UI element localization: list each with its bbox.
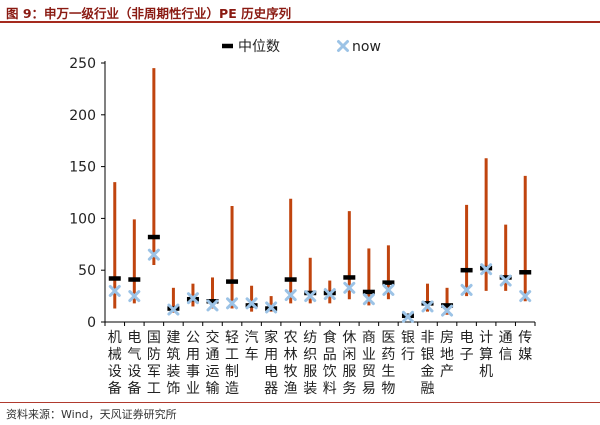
y-tick-label: 200	[69, 108, 96, 124]
now-marker	[147, 248, 160, 261]
now-marker	[499, 274, 512, 287]
category-label: 轻工制造	[225, 330, 239, 397]
category-label: 电子	[460, 330, 474, 363]
chart-legend: 中位数 now	[222, 39, 381, 55]
y-tick-label: 0	[87, 315, 96, 331]
now-marker	[304, 290, 317, 303]
pe-range-chart: 中位数 now 0 50 100 150 200 250 机械设备电气设备国防军工建筑装饰公…	[69, 39, 536, 397]
category-label: 医药生物	[381, 330, 395, 397]
now-marker	[206, 299, 219, 312]
legend-median-label: 中位数	[238, 39, 280, 55]
figure-title: 图 9：申万一级行业（非周期性行业）PE 历史序列	[6, 6, 292, 21]
now-marker	[421, 300, 434, 313]
category-label: 建筑装饰	[166, 330, 180, 397]
category-label: 非银金融	[421, 330, 435, 397]
category-label: 国防军工	[147, 330, 161, 397]
figure-header: 图 9：申万一级行业（非周期性行业）PE 历史序列	[0, 0, 600, 23]
category-label: 纺织服装	[303, 330, 317, 397]
category-label: 传媒	[518, 330, 532, 363]
now-marker	[265, 301, 278, 314]
category-label: 农林牧渔	[284, 330, 298, 397]
category-label: 银行	[401, 330, 415, 363]
category-label: 商业贸易	[362, 330, 376, 397]
footer-divider	[0, 402, 600, 403]
category-label: 交通运输	[206, 329, 220, 397]
now-marker	[343, 281, 356, 294]
now-marker	[284, 289, 297, 302]
now-marker	[519, 290, 532, 303]
category-label: 电气设备	[127, 330, 141, 397]
category-label: 休闲服务	[342, 330, 356, 397]
legend-now-swatch	[337, 40, 349, 52]
category-label: 房地产	[440, 330, 454, 380]
now-marker	[108, 284, 121, 297]
now-marker	[128, 290, 141, 303]
now-marker	[401, 310, 414, 323]
now-marker	[323, 288, 336, 301]
header-divider	[0, 21, 600, 23]
y-axis: 0 50 100 150 200 250	[69, 56, 106, 331]
now-marker	[460, 283, 473, 296]
now-marker	[167, 303, 180, 316]
category-label: 家用电器	[264, 329, 278, 397]
category-label: 机械设备	[108, 330, 122, 397]
source-note: 资料来源：Wind，天风证券研究所	[6, 408, 177, 421]
now-marker	[382, 283, 395, 296]
now-marker	[226, 297, 239, 310]
now-marker	[362, 293, 375, 306]
now-marker	[480, 263, 493, 276]
now-marker	[441, 304, 454, 317]
y-tick-label: 100	[69, 211, 96, 227]
y-tick-label: 250	[69, 56, 96, 72]
x-axis: 机械设备电气设备国防军工建筑装饰公用事业交通运输轻工制造汽车家用电器农林牧渔纺织…	[104, 321, 536, 397]
y-tick-label: 150	[69, 160, 96, 176]
category-label: 通信	[499, 330, 513, 363]
category-label: 计算机	[479, 330, 493, 380]
category-label: 公用事业	[186, 330, 200, 397]
y-tick-label: 50	[78, 263, 96, 279]
legend-now-label: now	[352, 39, 381, 55]
plot-area	[108, 68, 532, 323]
category-label: 食品饮料	[323, 329, 337, 397]
now-marker	[245, 297, 258, 310]
now-marker	[186, 292, 199, 305]
category-label: 汽车	[245, 330, 259, 363]
